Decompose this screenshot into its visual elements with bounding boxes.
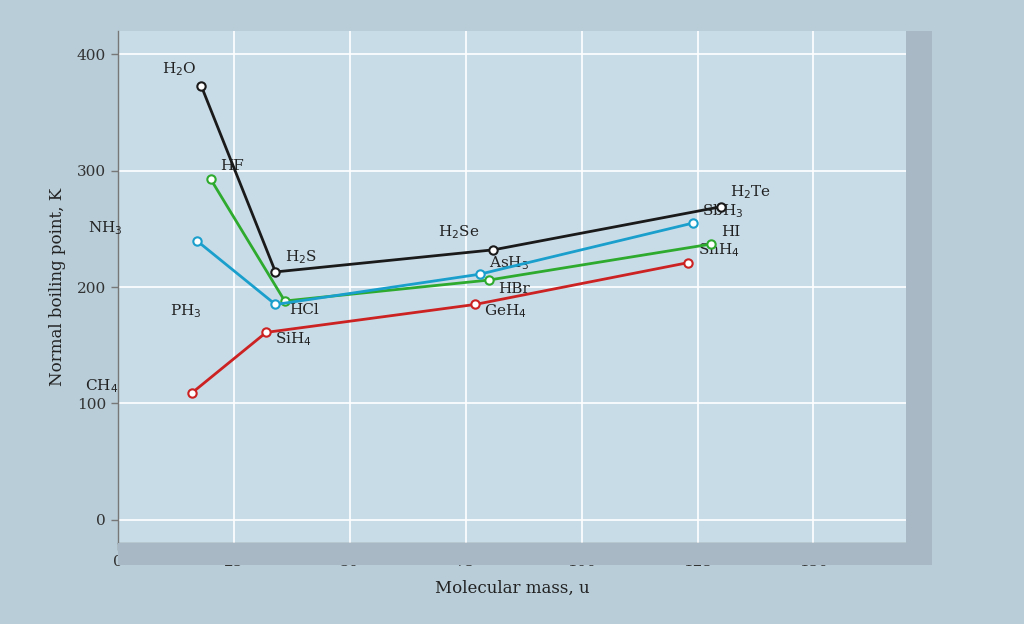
Text: HF: HF [220, 159, 244, 173]
Text: PH$_3$: PH$_3$ [170, 302, 202, 319]
Text: H$_2$Se: H$_2$Se [438, 223, 479, 240]
Text: AsH$_3$: AsH$_3$ [488, 254, 529, 272]
X-axis label: Molecular mass, u: Molecular mass, u [434, 580, 590, 597]
Text: SnH$_4$: SnH$_4$ [697, 241, 739, 259]
Text: HI: HI [721, 225, 740, 240]
Text: H$_2$S: H$_2$S [285, 248, 316, 266]
Text: H$_2$Te: H$_2$Te [730, 183, 771, 201]
Text: GeH$_4$: GeH$_4$ [484, 302, 527, 319]
Text: HCl: HCl [290, 303, 319, 317]
Y-axis label: Normal boiling point, K: Normal boiling point, K [48, 188, 66, 386]
Text: SbH$_3$: SbH$_3$ [702, 202, 743, 220]
Text: NH$_3$: NH$_3$ [88, 219, 123, 237]
Text: H$_2$O: H$_2$O [162, 60, 197, 78]
Text: CH$_4$: CH$_4$ [85, 378, 118, 395]
Text: SiH$_4$: SiH$_4$ [275, 330, 312, 348]
Text: HBr: HBr [498, 282, 529, 296]
